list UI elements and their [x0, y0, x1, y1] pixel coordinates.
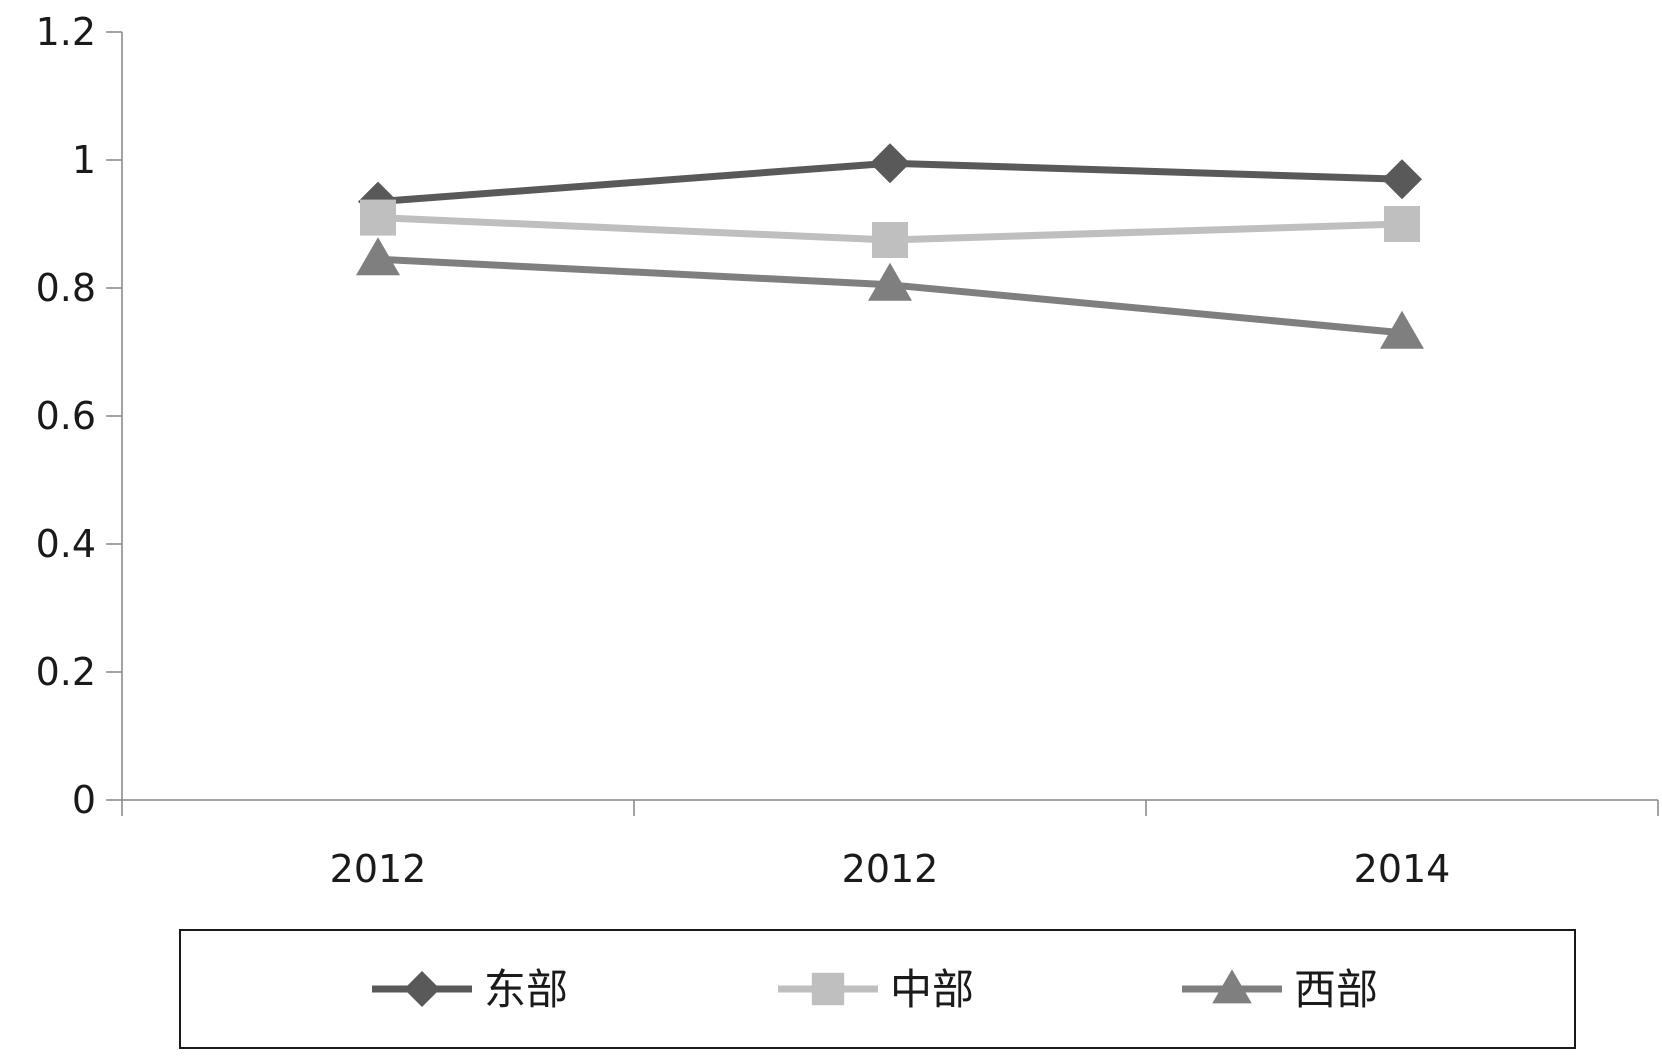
legend-swatch-marker	[1212, 969, 1252, 1004]
data-point-marker	[870, 143, 910, 184]
x-tick-label: 2012	[842, 847, 939, 891]
legend: 东部 中部 西部	[179, 929, 1576, 1049]
y-tick-label: 0.8	[36, 266, 96, 310]
y-tick-label: 0.6	[36, 394, 96, 438]
legend-label: 西部	[1294, 965, 1378, 1014]
series-3	[356, 237, 1424, 349]
data-point-marker	[872, 222, 908, 258]
series-group	[356, 143, 1424, 349]
data-point-marker	[360, 199, 396, 236]
legend-label: 中部	[890, 965, 974, 1014]
legend-label: 东部	[484, 965, 568, 1014]
legend-entry: 中部	[778, 965, 974, 1014]
y-tick-label: 1	[72, 138, 96, 182]
y-tick-label: 0	[72, 778, 96, 822]
data-point-marker	[1380, 310, 1424, 349]
legend-swatch-marker	[404, 971, 440, 1007]
y-tick-label: 1.2	[36, 10, 96, 54]
data-point-marker	[1384, 206, 1420, 242]
legend-entry: 东部	[372, 965, 568, 1014]
series-1	[358, 143, 1422, 222]
x-tick-label: 2014	[1354, 847, 1451, 891]
y-tick-label: 0.2	[36, 650, 96, 694]
legend-entry: 西部	[1182, 965, 1378, 1014]
data-point-marker	[868, 262, 912, 301]
legend-swatch-marker	[811, 972, 845, 1006]
y-tick-label: 0.4	[36, 522, 96, 566]
axes: 0 0.2 0.4 0.6 0.8 1 1.2 2012 2012 2014	[36, 10, 1659, 891]
series-2	[360, 199, 1420, 258]
data-point-marker	[356, 237, 400, 276]
x-tick-label: 2012	[330, 847, 427, 891]
data-point-marker	[1382, 159, 1422, 200]
